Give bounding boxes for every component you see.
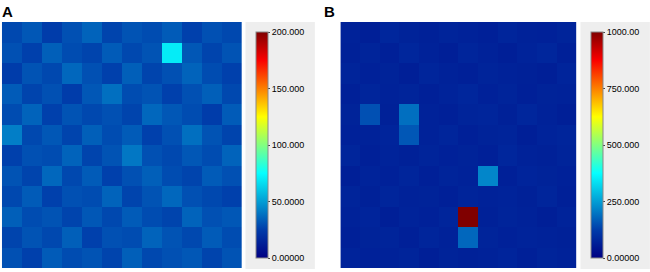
svg-text:100.000: 100.000 (272, 140, 305, 150)
svg-text:1000.00: 1000.00 (607, 27, 640, 37)
svg-text:150.000: 150.000 (272, 84, 305, 94)
svg-text:50.0000: 50.0000 (272, 197, 305, 207)
svg-text:A: A (2, 3, 13, 20)
svg-text:0.00000: 0.00000 (272, 253, 305, 263)
svg-text:500.000: 500.000 (607, 140, 640, 150)
svg-text:200.000: 200.000 (272, 27, 305, 37)
svg-text:250.000: 250.000 (607, 197, 640, 207)
svg-text:0.00000: 0.00000 (607, 253, 640, 263)
svg-text:750.000: 750.000 (607, 84, 640, 94)
svg-text:B: B (324, 3, 335, 20)
